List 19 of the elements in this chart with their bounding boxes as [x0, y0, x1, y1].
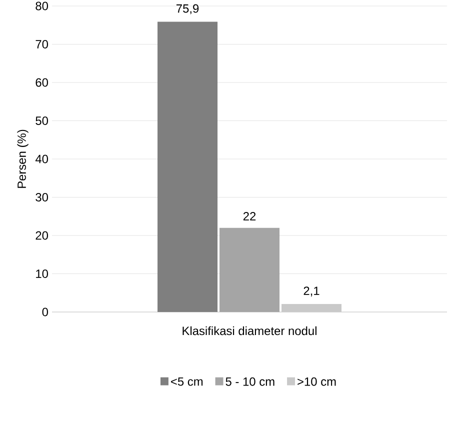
data-label: 75,9: [176, 4, 199, 14]
bar: [158, 22, 218, 312]
data-label: 2,1: [304, 286, 320, 296]
y-tick-label: 60: [36, 78, 48, 87]
data-label: 22: [243, 212, 256, 220]
y-tick-label: 70: [36, 40, 48, 48]
y-tick-label: 50: [36, 116, 48, 125]
y-tick-label: 0: [42, 308, 48, 316]
legend-label: <5 cm: [171, 377, 203, 386]
x-axis-title: Klasifikasi diameter nodul: [182, 326, 316, 336]
y-tick-label: 10: [36, 270, 48, 278]
y-tick-label: 20: [36, 231, 48, 240]
y-tick-label: 30: [36, 193, 48, 202]
y-tick-label: 40: [35, 154, 48, 164]
bar: [220, 228, 280, 312]
legend-label: >10 cm: [298, 377, 336, 386]
legend-label: 5 - 10 cm: [226, 377, 274, 386]
y-axis-title: Persen (%): [17, 130, 28, 188]
y-tick-label: 80: [36, 2, 48, 10]
